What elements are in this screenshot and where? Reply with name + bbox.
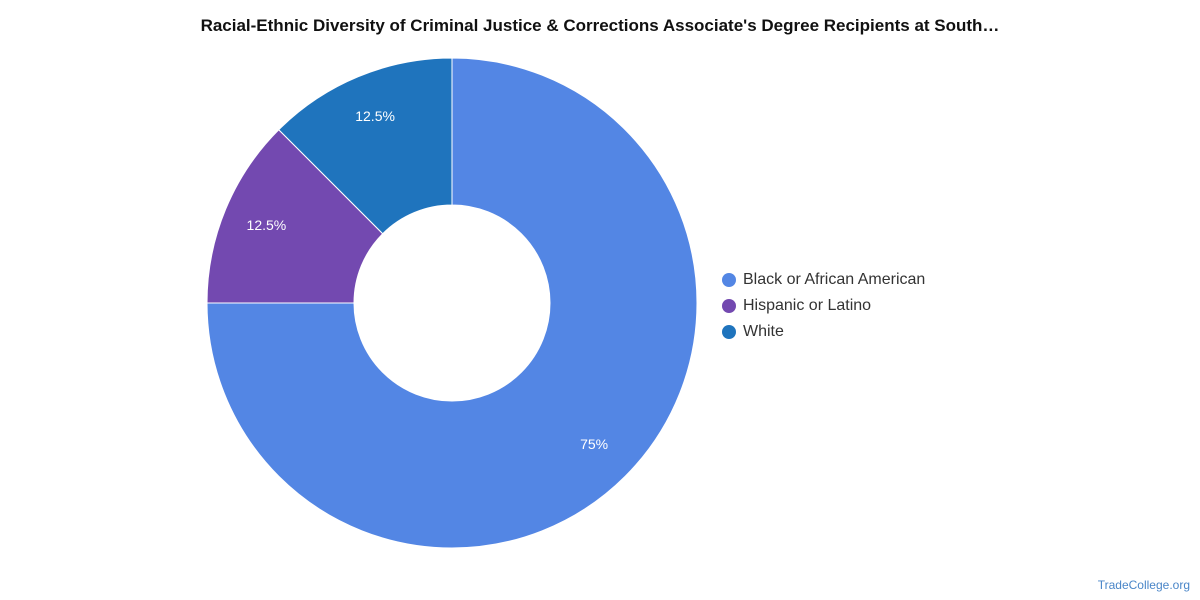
slice-white[interactable] [278,57,453,235]
legend-item[interactable]: Black or African American [722,267,925,293]
legend-item[interactable]: White [722,319,925,345]
legend-item[interactable]: Hispanic or Latino [722,293,925,319]
slice-hispanic-or-latino[interactable] [206,129,384,304]
chart-legend: Black or African American Hispanic or Lat… [722,267,925,345]
legend-swatch [722,273,736,287]
slice-value-label: 12.5% [247,217,287,233]
legend-label: Hispanic or Latino [743,297,872,314]
legend-swatch [722,325,736,339]
chart-title: Racial-Ethnic Diversity of Criminal Just… [200,16,1000,35]
slice-value-label: 12.5% [355,108,395,124]
legend-swatch [722,299,736,313]
slice-black-or-african-american[interactable] [206,57,698,549]
legend-label: White [743,323,784,340]
source-credit[interactable]: TradeCollege.org [1097,578,1190,592]
legend-label: Black or African American [743,271,926,288]
slice-value-label: 75% [580,436,608,452]
